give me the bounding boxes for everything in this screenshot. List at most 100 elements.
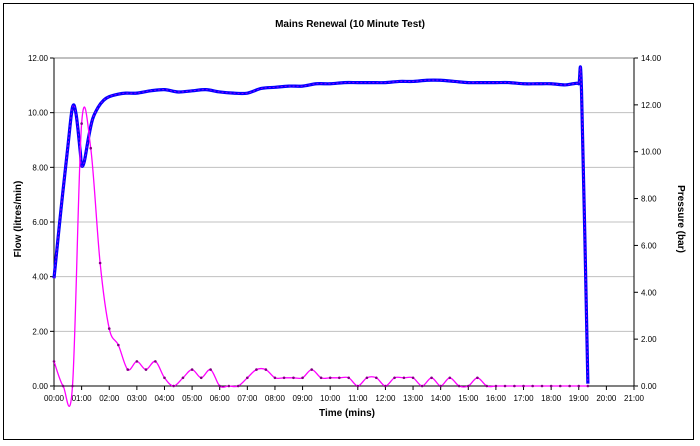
- flow-point: [476, 376, 479, 380]
- flow-point: [154, 360, 157, 363]
- x-tick-label: 17:00: [514, 394, 535, 403]
- flow-point: [163, 376, 166, 380]
- y-tick-label-left: 6.00: [32, 218, 48, 227]
- flow-point: [439, 384, 442, 388]
- flow-point: [430, 376, 433, 380]
- flow-point: [558, 384, 562, 388]
- y-tick-label-left: 4.00: [32, 273, 48, 282]
- x-tick-label: 18:00: [541, 394, 562, 403]
- gridlines: [54, 57, 634, 332]
- flow-point: [301, 376, 304, 380]
- y-tick-label-right: 4.00: [641, 288, 657, 297]
- y-tick-label-left: 8.00: [32, 163, 48, 172]
- flow-point: [522, 384, 525, 388]
- y-tick-label-right: 0.00: [641, 382, 657, 391]
- flow-point: [107, 327, 111, 330]
- flow-point: [144, 368, 148, 371]
- flow-point: [457, 384, 461, 388]
- x-tick-label: 08:00: [265, 394, 286, 403]
- flow-point: [80, 122, 83, 125]
- y-tick-label-left: 10.00: [28, 109, 49, 118]
- flow-point: [292, 376, 295, 380]
- x-tick-label: 05:00: [182, 394, 203, 403]
- flow-point: [255, 368, 258, 371]
- flow-point: [448, 376, 452, 380]
- y-tick-label-right: 8.00: [641, 195, 657, 204]
- x-tick-label: 14:00: [431, 394, 452, 403]
- y-tick-label-right: 2.00: [641, 335, 657, 344]
- x-tick-label: 01:00: [72, 394, 93, 403]
- plot-area: [52, 65, 590, 407]
- flow-point: [411, 376, 415, 380]
- flow-point: [117, 343, 120, 347]
- flow-point: [227, 384, 231, 388]
- flow-point: [89, 146, 93, 150]
- flow-point: [577, 384, 581, 388]
- y-tick-label-left: 12.00: [28, 54, 49, 63]
- pressure-line-dash: [53, 66, 589, 384]
- x-tick-label: 04:00: [154, 394, 175, 403]
- x-tick-label: 11:00: [348, 394, 368, 403]
- x-tick-label: 20:00: [596, 394, 617, 403]
- flow-point: [393, 376, 396, 380]
- flow-point: [549, 384, 553, 388]
- y-tick-label-right: 10.00: [641, 148, 662, 157]
- chart-title: Mains Renewal (10 Minute Test): [275, 19, 425, 30]
- flow-point: [218, 384, 222, 388]
- tick-labels: 0.00 2.00 4.00 6.00 8.00 10.00 12.00 0.00 2.00 4.…: [28, 54, 662, 403]
- flow-point: [199, 376, 203, 380]
- flow-point: [365, 376, 369, 380]
- x-tick-label: 12:00: [375, 394, 396, 403]
- flow-point: [61, 384, 65, 388]
- flow-point: [319, 376, 323, 380]
- y-tick-label-right: 6.00: [641, 241, 657, 250]
- flow-point: [135, 360, 139, 363]
- flow-point: [513, 384, 516, 388]
- flow-point: [338, 376, 341, 380]
- x-tick-label: 15:00: [458, 394, 479, 403]
- flow-point: [485, 384, 489, 388]
- flow-point: [282, 376, 286, 380]
- flow-point: [181, 376, 185, 380]
- y-tick-label-right: 14.00: [641, 54, 662, 63]
- x-tick-label: 13:00: [403, 394, 424, 403]
- flow-point: [71, 384, 74, 388]
- y-axis-label-left: Flow (litres/min): [13, 181, 24, 258]
- flow-point: [568, 384, 571, 388]
- flow-pressure-chart: Mains Renewal (10 Minute Test) 0.00 2.00 4…: [13, 19, 686, 419]
- flow-point: [347, 376, 351, 380]
- x-tick-label: 10:00: [320, 394, 341, 403]
- x-tick-label: 03:00: [127, 394, 148, 403]
- flow-point: [264, 368, 268, 371]
- axes: [50, 57, 638, 390]
- x-tick-label: 06:00: [210, 394, 231, 403]
- x-tick-label: 16:00: [486, 394, 507, 403]
- flow-point: [273, 376, 277, 380]
- flow-point: [52, 360, 56, 363]
- flow-point: [420, 384, 424, 388]
- x-tick-label: 21:00: [624, 394, 645, 403]
- flow-point: [98, 261, 102, 265]
- flow-point: [503, 384, 507, 388]
- y-tick-label-left: 2.00: [32, 327, 48, 336]
- flow-point: [356, 384, 360, 388]
- flow-point: [375, 376, 378, 380]
- y-tick-label-right: 12.00: [641, 101, 662, 110]
- flow-point: [466, 384, 470, 388]
- x-axis-label: Time (mins): [319, 408, 375, 419]
- flow-point: [246, 376, 249, 380]
- x-tick-label: 07:00: [237, 394, 258, 403]
- flow-point: [384, 384, 387, 388]
- flow-point: [236, 384, 240, 388]
- y-axis-label-right: Pressure (bar): [675, 185, 686, 253]
- x-tick-label: 19:00: [569, 394, 590, 403]
- flow-point: [172, 384, 175, 388]
- flow-point: [310, 368, 313, 371]
- x-tick-label: 09:00: [293, 394, 314, 403]
- x-tick-label: 00:00: [44, 394, 65, 403]
- flow-point: [328, 376, 332, 380]
- flow-point: [494, 384, 498, 388]
- flow-point: [126, 368, 130, 371]
- flow-line: [53, 106, 588, 407]
- flow-point: [209, 368, 212, 371]
